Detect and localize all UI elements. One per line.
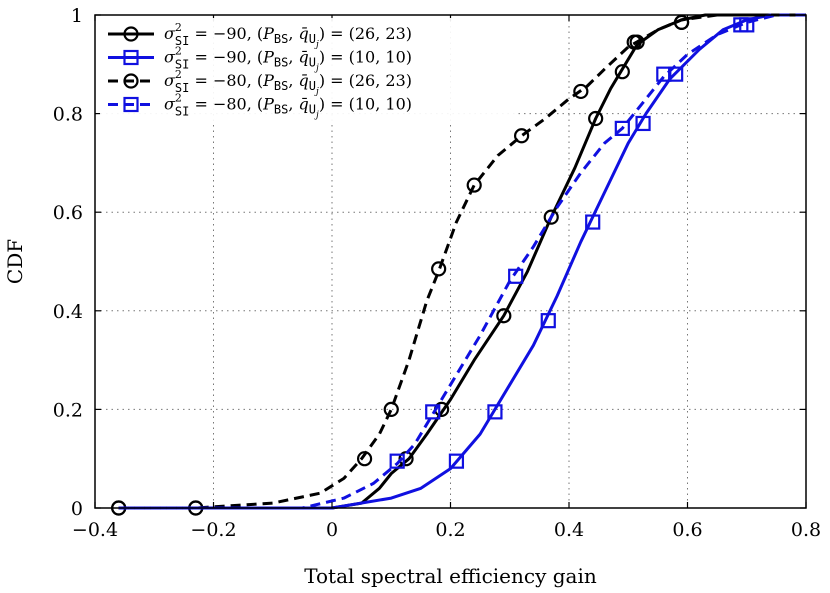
data-point <box>588 110 604 127</box>
data-point <box>508 268 524 284</box>
data-point <box>389 453 405 469</box>
data-point <box>513 128 530 144</box>
data-point <box>543 209 559 225</box>
data-point <box>656 66 672 82</box>
legend-label: σ2 SI = −80, (PBS, q̄Uj) = (10, 10) <box>164 92 412 121</box>
y-tick-label: 0.6 <box>53 202 83 224</box>
y-tick-label: 1 <box>71 5 83 27</box>
tick-labels: −0.4 −0.2 0 0.2 0.4 0.6 0.8 0 0.2 0.4 0.6 0.8 1 <box>53 5 821 541</box>
data-point <box>585 214 601 230</box>
data-point <box>668 66 684 82</box>
y-tick-label: 0 <box>71 498 83 520</box>
x-tick-label: −0.2 <box>190 519 236 541</box>
legend-entry: σ2 SI = −80, (PBS, q̄Uj) = (26, 23) <box>108 68 412 97</box>
legend-marker <box>123 49 139 66</box>
data-point <box>614 64 630 80</box>
series-layer <box>111 13 806 516</box>
legend-label: σ2 SI = −80, (PBS, q̄Uj) = (26, 23) <box>164 68 412 97</box>
data-point <box>635 115 651 132</box>
data-point <box>356 451 373 467</box>
legend-entry: σ2 SI = −90, (PBS, q̄Uj) = (10, 10) <box>108 45 412 74</box>
data-point <box>614 120 630 136</box>
series-line <box>118 13 806 510</box>
x-tick-label: −0.4 <box>72 519 118 541</box>
data-point <box>466 177 482 193</box>
y-tick-label: 0.8 <box>53 104 83 126</box>
data-point <box>540 313 556 329</box>
data-point <box>383 401 399 417</box>
data-point <box>626 34 642 50</box>
y-tick-label: 0.4 <box>53 301 83 323</box>
y-tick-label: 0.2 <box>53 399 83 421</box>
x-axis-label: Total spectral efficiency gain <box>304 564 597 588</box>
x-tick-label: 0.8 <box>791 519 821 541</box>
x-tick-label: 0.6 <box>672 519 702 541</box>
series-line <box>118 13 806 510</box>
legend-marker <box>123 73 139 89</box>
legend-marker <box>123 96 139 113</box>
legend-entry: σ2 SI = −90, (PBS, q̄Uj) = (26, 23) <box>108 21 412 50</box>
series-4 <box>118 13 806 510</box>
data-point <box>425 404 441 420</box>
x-tick-label: 0.4 <box>554 519 584 541</box>
data-point <box>448 453 465 469</box>
data-point <box>733 17 749 33</box>
x-tick-label: 0.2 <box>435 519 465 541</box>
y-axis-label: CDF <box>3 239 27 284</box>
legend-entry: σ2 SI = −80, (PBS, q̄Uj) = (10, 10) <box>108 92 412 121</box>
data-point <box>573 83 589 100</box>
x-tick-label: 0 <box>326 519 338 541</box>
legend-marker <box>123 26 139 42</box>
data-point <box>673 14 690 30</box>
legend-label: σ2 SI = −90, (PBS, q̄Uj) = (26, 23) <box>164 21 412 50</box>
legend-background <box>100 18 518 122</box>
series-3 <box>111 13 806 516</box>
data-point <box>496 308 512 324</box>
legend: σ2 SI = −90, (PBS, q̄Uj) = (26, 23)σ2 SI =… <box>100 18 518 122</box>
legend-label: σ2 SI = −90, (PBS, q̄Uj) = (10, 10) <box>164 45 412 74</box>
data-point <box>431 261 447 277</box>
data-point <box>487 404 503 420</box>
